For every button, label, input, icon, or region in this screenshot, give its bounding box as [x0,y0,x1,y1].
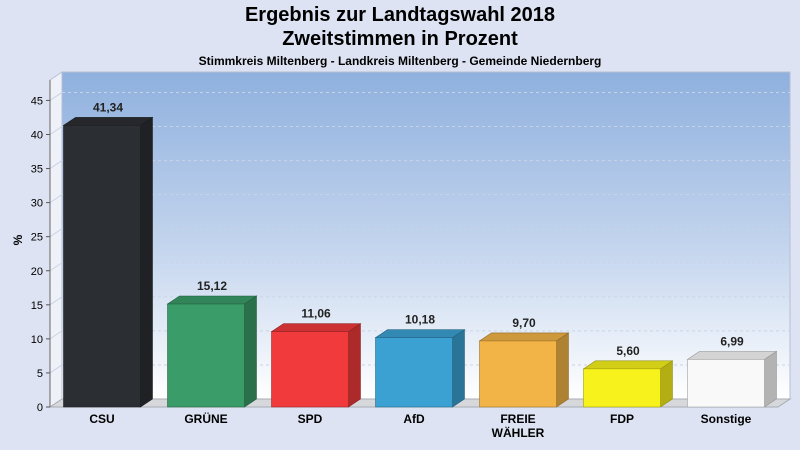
bar-side [764,350,777,408]
y-tick-label: 40 [31,130,43,142]
bar-side [452,329,465,408]
value-label: 11,06 [301,307,331,321]
y-tick-label: 20 [31,266,43,278]
bar-side [348,323,361,408]
bar-sonstige [686,350,778,408]
x-tick-label: AfD [403,412,425,426]
bar-front [583,368,661,408]
x-tick-label: SPD [298,412,323,426]
y-tick-label: 35 [31,164,43,176]
bar-front [375,337,453,408]
gridline-side [49,126,63,135]
bar-fdp [582,360,674,408]
bar-front [271,331,349,408]
value-label: 10,18 [405,313,435,327]
gridline-side [49,194,63,204]
value-label: 41,34 [93,100,123,114]
bar-spd [270,323,362,408]
bar-top [166,295,258,305]
y-tick-label: 30 [31,198,43,210]
bar-top [374,329,466,338]
bar-top [686,351,778,360]
chart-region-subtitle: Stimmkreis Miltenberg - Landkreis Milten… [198,54,602,68]
gridline-side [49,262,63,272]
x-tick-label: FDP [610,412,634,426]
bar-freie-wähler [478,332,570,408]
bar-top [270,323,362,332]
gridline-side [49,160,63,169]
plot-side-wall [49,71,63,408]
bar-side [244,295,257,408]
chart-subtitle: Zweitstimmen in Prozent [282,28,518,50]
bar-front [687,359,765,408]
gridline-side [49,364,63,374]
bar-side [140,116,153,408]
bar-front [63,125,141,408]
y-tick-label: 0 [37,402,43,414]
gridline-side [49,330,63,340]
y-tick-label: 10 [31,334,43,346]
chart-title: Ergebnis zur Landtagswahl 2018 [244,4,556,26]
bar-front [479,340,557,408]
x-tick-label: FREIE WÄHLER [492,412,545,440]
value-label: 6,99 [720,334,744,348]
bar-grüne [166,295,258,408]
y-tick-label: 45 [31,95,43,107]
gridline-side [49,92,63,101]
bar-top [478,332,570,342]
bar-csu [62,116,154,408]
y-tick-label: 5 [37,368,43,380]
y-tick-label: 25 [31,232,43,244]
x-tick-label: Sonstige [701,412,752,426]
bar-side [556,332,569,408]
value-label: 5,60 [616,344,640,358]
bar-afd [374,329,466,408]
y-axis-label: % [11,234,25,245]
gridline-side [49,228,63,238]
value-label: 9,70 [512,316,536,330]
y-tick-label: 15 [31,300,43,312]
bar-top [62,117,154,126]
bar-front [167,303,245,408]
gridline-side [49,296,63,306]
x-tick-label: GRÜNE [184,411,227,426]
bar-top [582,360,674,370]
value-label: 15,12 [197,279,227,293]
x-tick-label: CSU [89,412,114,426]
